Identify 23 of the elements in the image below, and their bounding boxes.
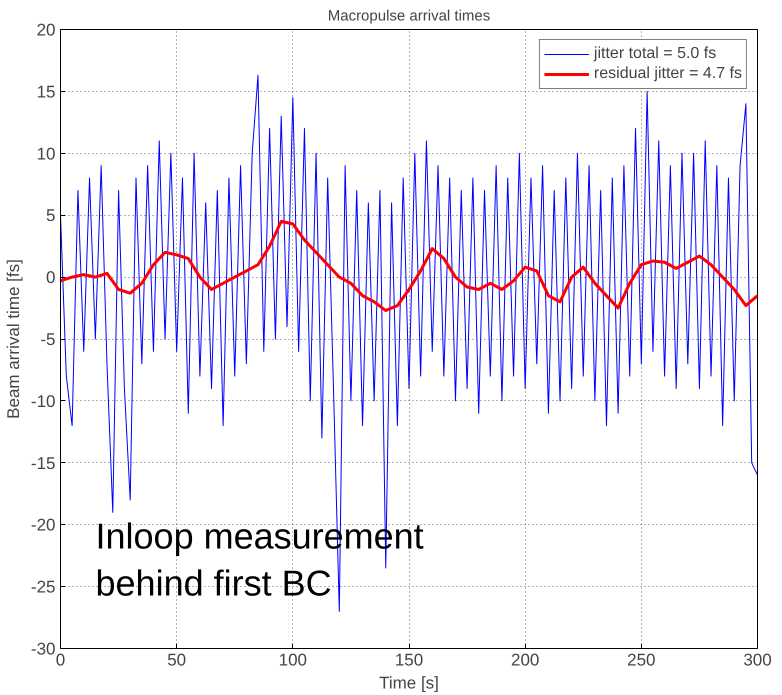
x-tick-label: 200 xyxy=(510,650,540,670)
y-tick-label: -30 xyxy=(30,640,56,658)
x-tick-label: 300 xyxy=(743,650,772,670)
y-tick-label: 15 xyxy=(36,82,56,102)
y-axis-title: Beam arrival time [fs] xyxy=(4,259,23,419)
y-tick-label: -15 xyxy=(30,454,56,473)
legend-label: residual jitter = 4.7 fs xyxy=(594,65,742,83)
x-axis-title: Time [s] xyxy=(379,674,439,692)
chart-title: Macropulse arrival times xyxy=(328,8,490,24)
y-tick-label: -5 xyxy=(40,330,56,349)
legend-label: jitter total = 5.0 fs xyxy=(594,45,716,63)
x-tick-label: 100 xyxy=(278,650,308,670)
x-tick-label: 250 xyxy=(627,650,656,670)
y-tick-label: 20 xyxy=(36,20,56,40)
y-tick-label: -20 xyxy=(30,516,56,535)
x-tick-label: 50 xyxy=(167,650,186,670)
y-tick-label: 10 xyxy=(36,144,56,164)
y-tick-label: 0 xyxy=(46,268,56,288)
y-tick-label: -25 xyxy=(30,578,56,597)
x-tick-label: 150 xyxy=(394,650,424,670)
y-tick-label: -10 xyxy=(30,392,56,411)
line-series xyxy=(60,220,758,312)
y-tick-label: 5 xyxy=(46,206,56,226)
